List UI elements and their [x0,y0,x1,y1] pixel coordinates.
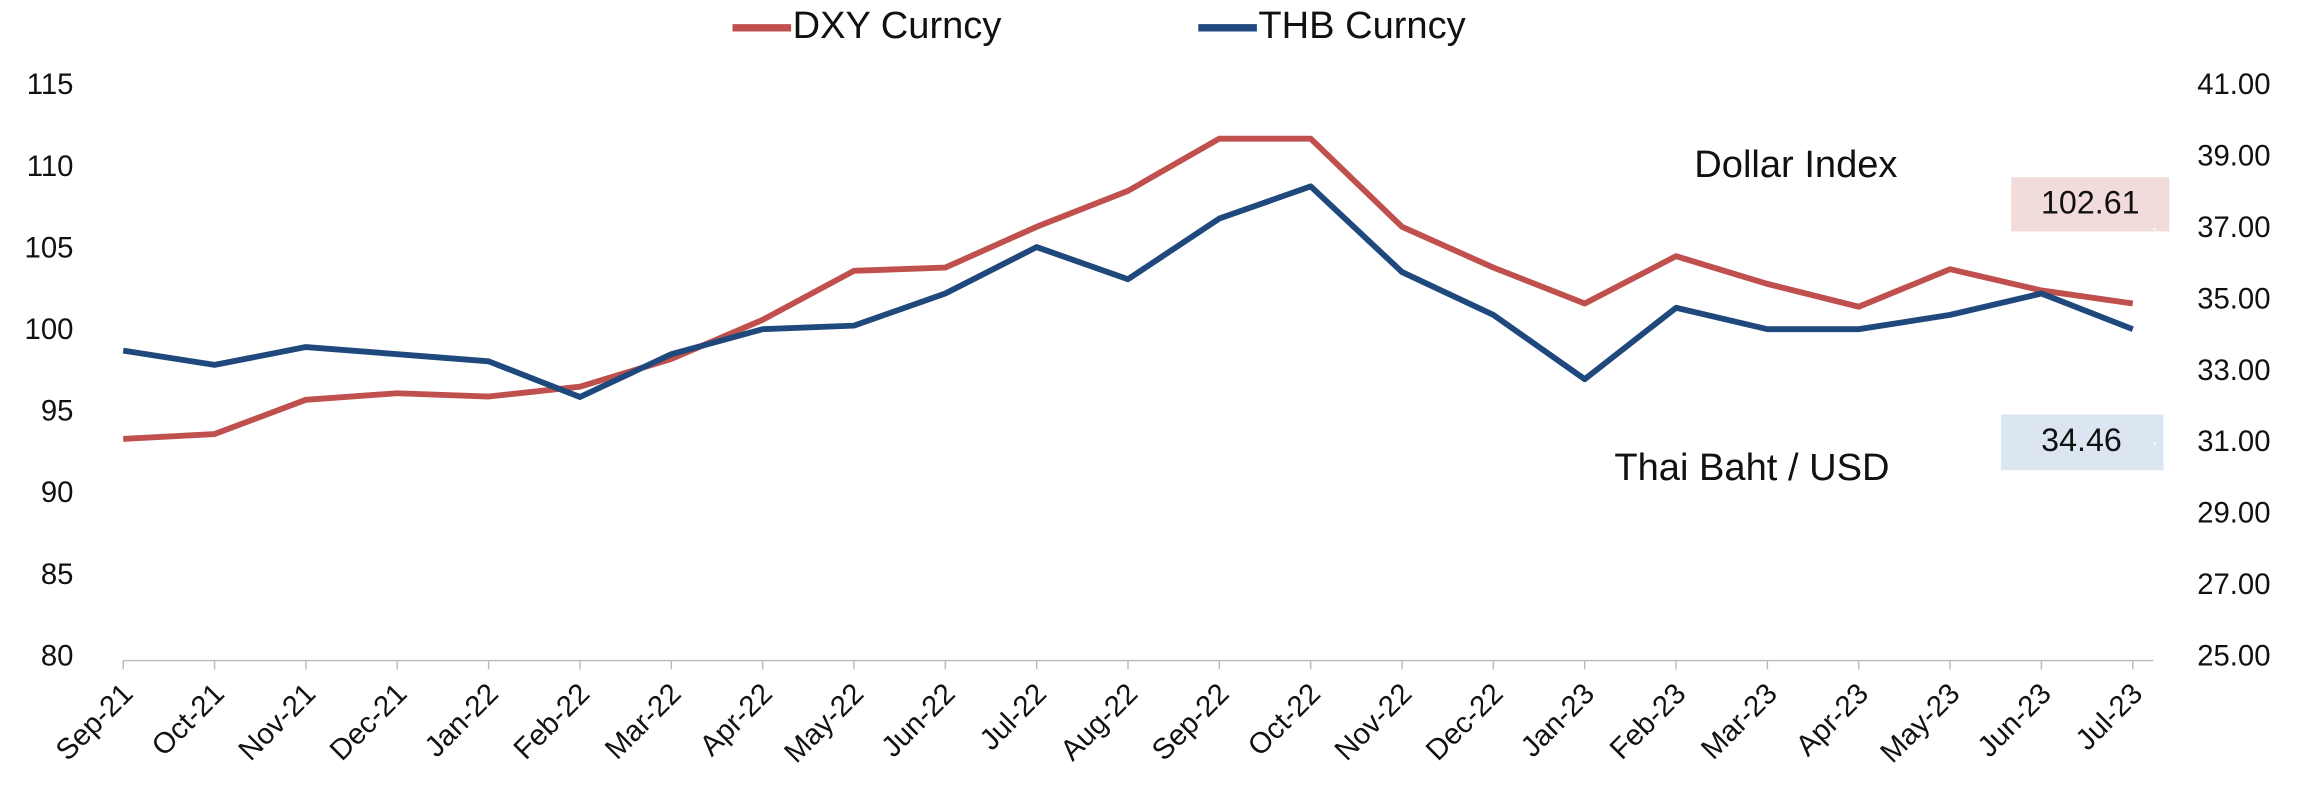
dxy-label-box [2011,177,2170,232]
y2-tick-label: 27.00 [2197,568,2270,601]
annotation: Thai Baht / USD [1614,447,1889,489]
y2-tick-label: 41.00 [2197,68,2270,101]
x-tick-label: Feb-23 [1603,677,1692,766]
x-tick-label: Oct-21 [145,677,230,762]
y2-tick-label: 31.00 [2197,425,2270,458]
x-tick-label: Oct-22 [1241,677,1326,762]
y2-tick-label: 37.00 [2197,211,2270,244]
y2-tick-label: 25.00 [2197,639,2270,672]
x-tick-label: Apr-23 [1790,677,1875,762]
thb-last-label: 34.46 [2041,422,2122,458]
y-tick-label: 105 [25,231,74,264]
y2-tick-label: 39.00 [2197,140,2270,173]
y-tick-label: 90 [41,476,74,509]
x-tick-label: Sep-22 [1146,677,1236,767]
y2-tick-label: 29.00 [2197,497,2270,530]
x-tick-label: Dec-21 [323,677,413,767]
thb-label-box [2000,414,2164,471]
x-tick-label: Nov-22 [1328,677,1418,767]
x-tick-label: Nov-21 [232,677,322,767]
y-tick-label: 110 [27,150,74,183]
x-tick-label: Jul-23 [2069,677,2149,757]
y-tick-label: 85 [41,558,74,591]
x-tick-label: Jun-22 [875,677,962,764]
x-tick-label: May-22 [778,677,870,769]
x-tick-label: Jan-23 [1514,677,1601,764]
x-tick-label: Apr-22 [693,677,778,762]
x-tick-label: Mar-23 [1695,677,1784,766]
x-tick-label: Aug-22 [1054,677,1144,767]
legend-label: THB Curncy [1258,5,1465,47]
dxy-last-label: 102.61 [2041,185,2140,221]
x-tick-label: Sep-21 [49,677,139,767]
y-tick-label: 95 [41,395,74,428]
y2-tick-label: 35.00 [2197,282,2270,315]
annotation: Dollar Index [1694,144,1897,186]
x-tick-label: Jan-22 [418,677,505,764]
y-tick-label: 115 [27,68,74,101]
series-line [123,135,2134,442]
y2-tick-label: 33.00 [2197,354,2270,387]
x-tick-label: Jul-22 [973,677,1053,757]
x-tick-label: Feb-22 [507,677,596,766]
series-line [122,183,2134,400]
y-tick-label: 100 [25,313,74,346]
legend-label: DXY Curncy [793,5,1002,47]
x-tick-label: May-23 [1874,677,1966,769]
x-tick-label: Dec-22 [1420,677,1510,767]
y-tick-label: 80 [41,639,74,672]
x-tick-label: Mar-22 [599,677,688,766]
x-tick-label: Jun-23 [1971,677,2058,764]
